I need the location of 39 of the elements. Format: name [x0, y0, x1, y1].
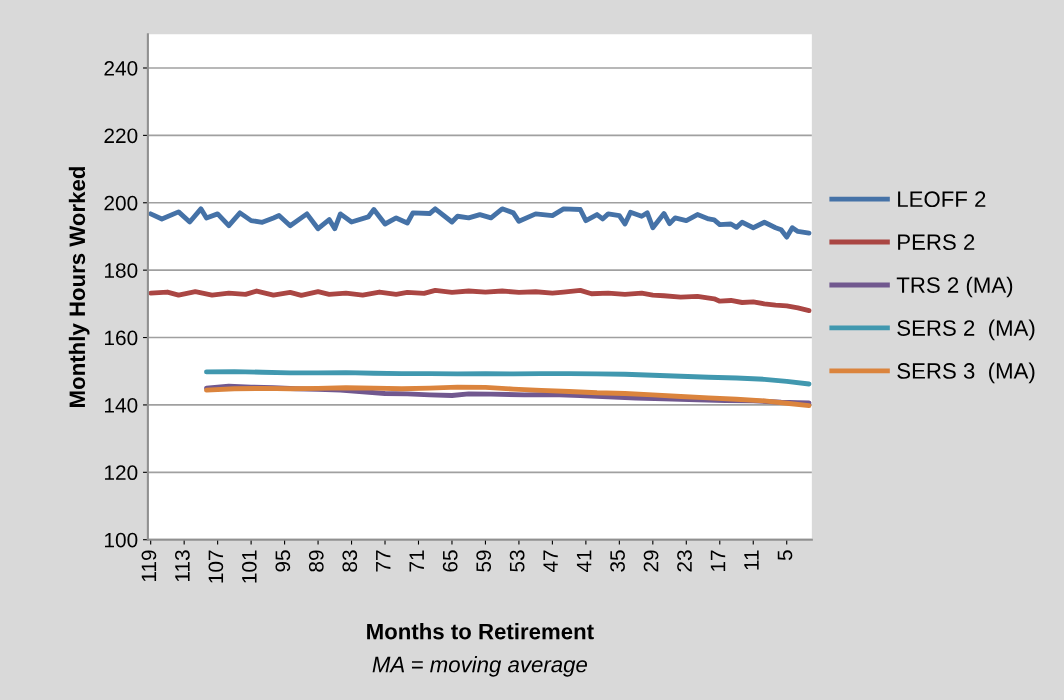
x-tick-label: 35 [610, 550, 625, 572]
y-tick-label: 220 [104, 128, 138, 144]
line-series [148, 287, 812, 314]
x-tick-label: 65 [442, 550, 458, 572]
x-tick-label: 23 [677, 550, 692, 572]
legend-label: PERS 2 [898, 234, 975, 251]
x-tick-label: 83 [342, 550, 358, 572]
x-tick-label: 41 [576, 550, 592, 573]
x-tick-label: 77 [376, 550, 391, 572]
x-tick-label: 47 [543, 550, 558, 573]
y-tick-label: 100 [105, 532, 138, 548]
y-tick-label: 140 [105, 397, 138, 413]
line-series [204, 369, 812, 387]
line-series [148, 206, 812, 240]
y-tick-label: 200 [104, 195, 138, 211]
y-tick-label: 160 [105, 330, 138, 346]
legend-label: SERS 2 (MA) [897, 319, 1035, 341]
y-axis-title: Monthly Hours Worked [68, 167, 90, 407]
y-tick-label: 120 [105, 465, 138, 481]
y-tick-label: 240 [104, 60, 138, 76]
legend-label: LEOFF 2 [898, 191, 986, 208]
x-axis-title: Months to Retirement [367, 623, 594, 640]
x-tick-label: 71 [409, 550, 424, 572]
text: MA = moving average [372, 656, 588, 677]
x-tick-label: 95 [275, 550, 291, 572]
x-tick-label: 53 [509, 550, 525, 572]
x-tick-label: 107 [208, 550, 224, 583]
x-tick-label: 59 [476, 550, 492, 572]
x-tick-label: 17 [710, 550, 726, 571]
y-tick-label: 180 [105, 263, 138, 278]
legend-label: TRS 2 (MA) [896, 276, 1013, 298]
x-tick-label: 119 [141, 550, 157, 582]
legend-label: SERS 3 (MA) [897, 362, 1035, 384]
x-tick-label: 29 [643, 550, 659, 572]
x-tick-label: 101 [241, 550, 257, 583]
x-tick-label: 5 [777, 550, 793, 561]
x-tick-label: 113 [175, 550, 190, 582]
x-tick-label: 11 [744, 550, 759, 570]
x-tick-label: 89 [308, 550, 324, 572]
